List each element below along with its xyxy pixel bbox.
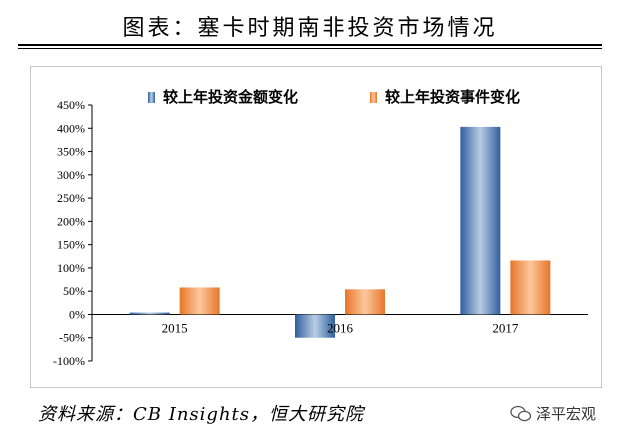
bar-amount-2016	[295, 314, 335, 338]
x-tick-labels: 2015 2016 2017	[162, 320, 519, 335]
y-tick-label: -50%	[59, 331, 85, 345]
source-note: 资料来源：CB Insights，恒大研究院	[38, 404, 365, 425]
y-tick-label: 350%	[57, 145, 85, 159]
title-rule-thin	[18, 48, 602, 49]
y-tick-label: 200%	[57, 214, 85, 228]
bar-events-2016	[345, 289, 385, 315]
x-tick-label: 2016	[327, 320, 354, 335]
wechat-icon	[510, 405, 532, 421]
x-tick-label: 2017	[492, 320, 519, 335]
x-tick-label: 2015	[162, 320, 188, 335]
watermark: 泽平宏观	[510, 403, 596, 424]
watermark-text: 泽平宏观	[535, 405, 596, 423]
legend: 较上年投资金额变化 较上年投资事件变化	[148, 88, 520, 106]
y-tick-label: -100%	[53, 354, 85, 368]
bar-amount-2017	[460, 126, 501, 315]
legend-label: 较上年投资金额变化	[163, 88, 298, 106]
y-tick-label: 250%	[57, 191, 85, 205]
y-tick-label: 100%	[57, 261, 85, 275]
y-tick-label: 150%	[57, 238, 85, 252]
y-tick-label: 0%	[69, 307, 85, 321]
y-tick-label: 400%	[57, 121, 85, 135]
y-tick-label: 300%	[57, 168, 85, 182]
y-tick-label: 450%	[57, 98, 85, 112]
bar-events-2015	[179, 287, 220, 315]
bars	[129, 126, 551, 338]
bar-events-2017	[510, 260, 551, 315]
chart-title: 图表：塞卡时期南非投资市场情况	[122, 16, 498, 41]
legend-swatch	[148, 92, 155, 103]
bar-amount-2015	[129, 312, 170, 315]
title-rule-thick	[18, 44, 602, 46]
legend-label: 较上年投资事件变化	[385, 88, 520, 106]
legend-swatch	[370, 92, 377, 103]
y-tick-label: 50%	[63, 284, 85, 298]
axes: -100% -50% 0% 50% 100% 150% 200% 250% 300% 350% 40…	[53, 98, 588, 368]
